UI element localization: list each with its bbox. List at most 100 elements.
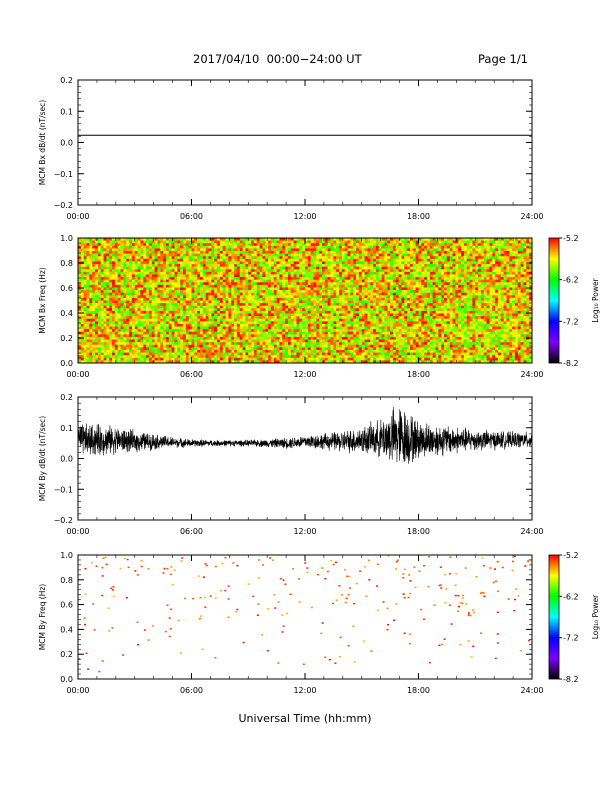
spectrogram-cell: [89, 269, 93, 273]
spectrogram-cell: [202, 277, 206, 280]
spectrogram-cell: [319, 264, 323, 267]
spectrogram-cell: [103, 297, 107, 301]
spectrogram-cell: [86, 349, 90, 353]
spectrogram-cell: [262, 326, 266, 330]
spectrogram-cell: [165, 310, 170, 314]
spectrogram-cell: [168, 355, 172, 359]
spectrogram-cell: [339, 243, 343, 247]
spectrogram-cell: [197, 336, 201, 340]
spectrogram-cell: [157, 253, 161, 257]
spectrogram-cell: [268, 274, 272, 278]
spectrogram-cell: [290, 342, 294, 346]
spectrogram-cell: [353, 279, 357, 283]
spectrogram-cell: [154, 243, 158, 247]
spectrogram-cell: [245, 240, 249, 244]
spectrogram-cell: [282, 290, 286, 293]
spectrogram-cell: [228, 240, 232, 244]
spectrogram-cell: [347, 279, 351, 283]
spectrogram-cell: [299, 238, 303, 241]
spectrogram-cell: [219, 282, 224, 286]
spectrogram-cell: [285, 347, 289, 351]
spectrogram-cell: [92, 269, 96, 273]
spectrogram-cell: [302, 279, 306, 283]
spectrogram-cell: [310, 316, 314, 320]
spectrogram-cell: [103, 287, 107, 291]
spectrogram-cell: [97, 258, 101, 262]
spectrogram-cell: [188, 357, 192, 361]
spectrogram-cell: [180, 266, 184, 270]
spectrogram-cell: [350, 321, 354, 325]
spectrogram-cell: [148, 297, 153, 301]
spectrogram-cell: [109, 355, 113, 359]
spectrogram-cell: [217, 305, 221, 309]
spectrogram-cell: [236, 277, 241, 280]
spectrogram-cell: [228, 243, 232, 247]
spectrogram-cell: [322, 313, 326, 317]
spectrogram-cell: [137, 256, 141, 260]
spectrogram-cell: [290, 245, 294, 249]
spectrogram-cell: [330, 321, 334, 325]
spectrogram-cell: [270, 269, 275, 273]
spectrogram-cell: [327, 287, 331, 291]
spectrogram-cell: [180, 261, 184, 265]
spectrogram-cell: [177, 248, 181, 252]
spectrogram-cell: [234, 347, 238, 351]
spectrogram-cell: [307, 238, 311, 241]
spectrogram-cell: [106, 313, 110, 317]
spectrogram-cell: [242, 342, 246, 346]
spectrogram-cell: [97, 321, 101, 325]
spectrogram-cell: [157, 352, 161, 356]
spectrogram-cell: [327, 355, 331, 359]
spectrogram-cell: [268, 349, 272, 353]
spectrogram-cell: [225, 352, 229, 356]
spectrogram-cell: [231, 357, 235, 361]
spectrogram-cell: [256, 310, 260, 314]
spectrogram-cell: [339, 297, 343, 301]
spectrogram-cell: [347, 349, 351, 353]
spectrogram-cell: [100, 308, 104, 312]
spectrogram-cell: [262, 282, 266, 286]
spectrogram-cell: [265, 290, 269, 293]
spectrogram-cell: [219, 264, 224, 267]
spectrogram-cell: [299, 253, 303, 257]
spectrogram-cell: [231, 295, 235, 299]
spectrogram-cell: [219, 287, 224, 291]
spectrogram-cell: [134, 253, 138, 257]
spectrogram-cell: [148, 329, 153, 333]
spectrogram-cell: [310, 305, 314, 309]
spectrogram-cell: [251, 297, 255, 301]
spectrogram-cell: [146, 326, 150, 330]
spectrogram-cell: [307, 251, 311, 254]
spectrogram-cell: [129, 279, 133, 283]
spectrogram-cell: [92, 308, 96, 312]
spectrogram-cell: [350, 342, 354, 346]
spectrogram-cell: [117, 292, 121, 296]
spectrogram-cell: [361, 274, 365, 278]
spectrogram-cell: [202, 326, 206, 330]
spectrogram-cell: [123, 297, 127, 301]
spectrogram-cell: [97, 342, 101, 346]
spectrogram-cell: [347, 271, 351, 275]
spectrogram-cell: [154, 284, 158, 288]
spectrogram-cell: [285, 344, 289, 348]
spectrogram-cell: [242, 326, 246, 330]
spectrogram-cell: [194, 297, 198, 301]
spectrogram-cell: [265, 331, 269, 335]
spectrogram-cell: [239, 318, 243, 322]
spectrogram-cell: [89, 334, 93, 338]
spectrogram-cell: [151, 326, 155, 330]
spectrogram-cell: [109, 264, 113, 267]
spectrogram-cell: [148, 310, 153, 314]
spectrogram-cell: [256, 253, 260, 257]
spectrogram-cell: [262, 284, 266, 288]
spectrogram-cell: [322, 240, 326, 244]
spectrogram-cell: [109, 238, 113, 241]
spectrogram-cell: [163, 316, 167, 320]
spectrogram-cell: [347, 326, 351, 330]
spectrogram-cell: [245, 344, 249, 348]
spectrogram-cell: [242, 300, 246, 304]
spectrogram-cell: [356, 251, 360, 254]
spectrogram-cell: [228, 316, 232, 320]
spectrogram-cell: [205, 238, 209, 241]
spectrogram-cell: [106, 334, 110, 338]
